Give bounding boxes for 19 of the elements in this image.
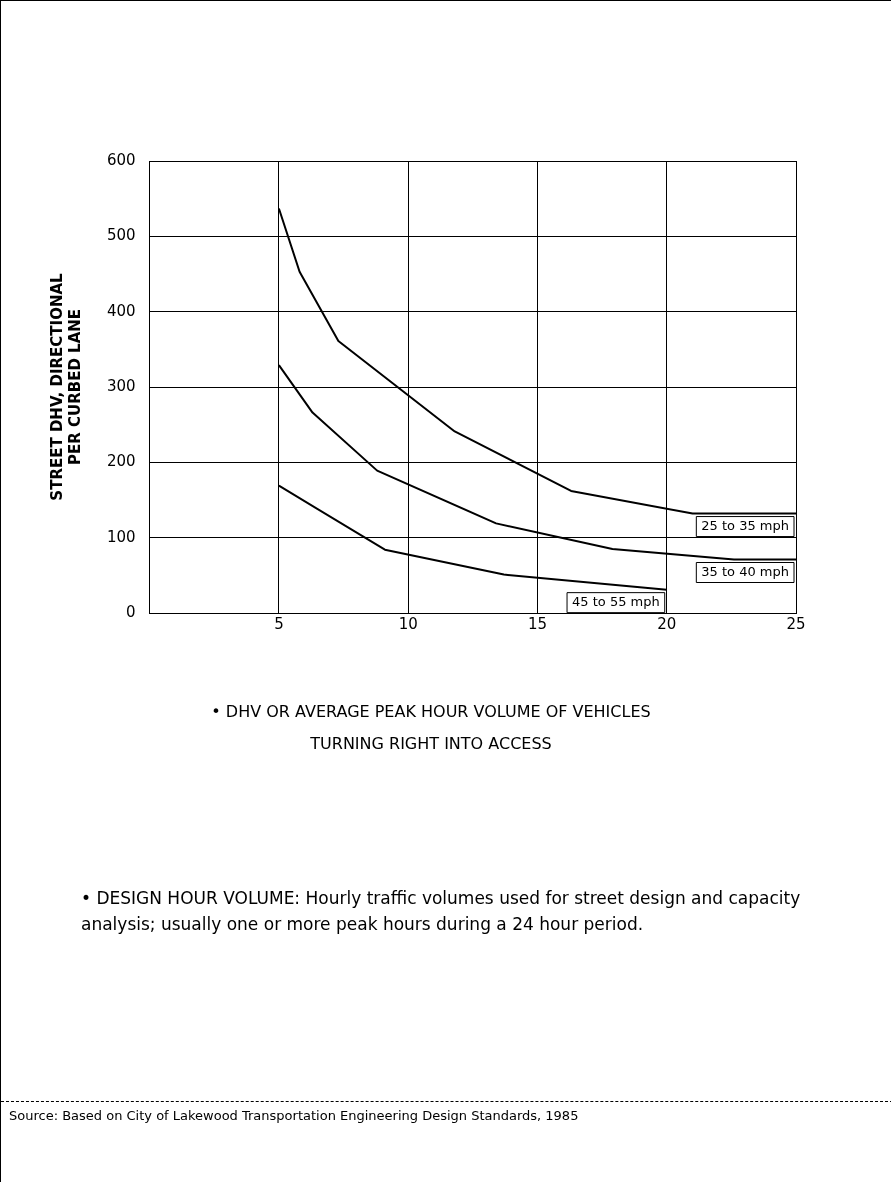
source-note: Source: Based on City of Lakewood Transportation Engineering Design Standards, 1985 — [1, 1101, 891, 1123]
x-tick-label: 25 — [786, 614, 806, 633]
series-label: 45 to 55 mph — [572, 594, 660, 610]
x-tick-label: 5 — [274, 614, 284, 633]
y-tick-label: 600 — [106, 150, 136, 169]
x-tick-label: 15 — [527, 614, 547, 633]
y-tick-label: 0 — [126, 602, 136, 621]
y-tick-label: 400 — [106, 301, 136, 320]
series-label: 25 to 35 mph — [701, 517, 789, 533]
text: • DESIGN HOUR VOLUME: Hourly traffic volumes used for street design and capacity analysis; usually one or more peak hours during a 24 hour period. — [81, 887, 802, 936]
y-tick-label: 300 — [106, 376, 136, 395]
y-tick-label: 100 — [106, 527, 136, 546]
y-axis-title: STREET DHV, DIRECTIONAL PER CURBED LANE — [47, 272, 84, 501]
series-label: 35 to 40 mph — [701, 563, 789, 579]
y-tick-label: 200 — [106, 452, 136, 471]
x-axis-title: • DHV OR AVERAGE PEAK HOUR VOLUME OF VEHICLES TURNING RIGHT INTO ACCESS — [210, 701, 652, 755]
x-tick-label: 20 — [657, 614, 677, 633]
y-tick-label: 500 — [106, 226, 136, 245]
x-tick-label: 10 — [398, 614, 418, 633]
